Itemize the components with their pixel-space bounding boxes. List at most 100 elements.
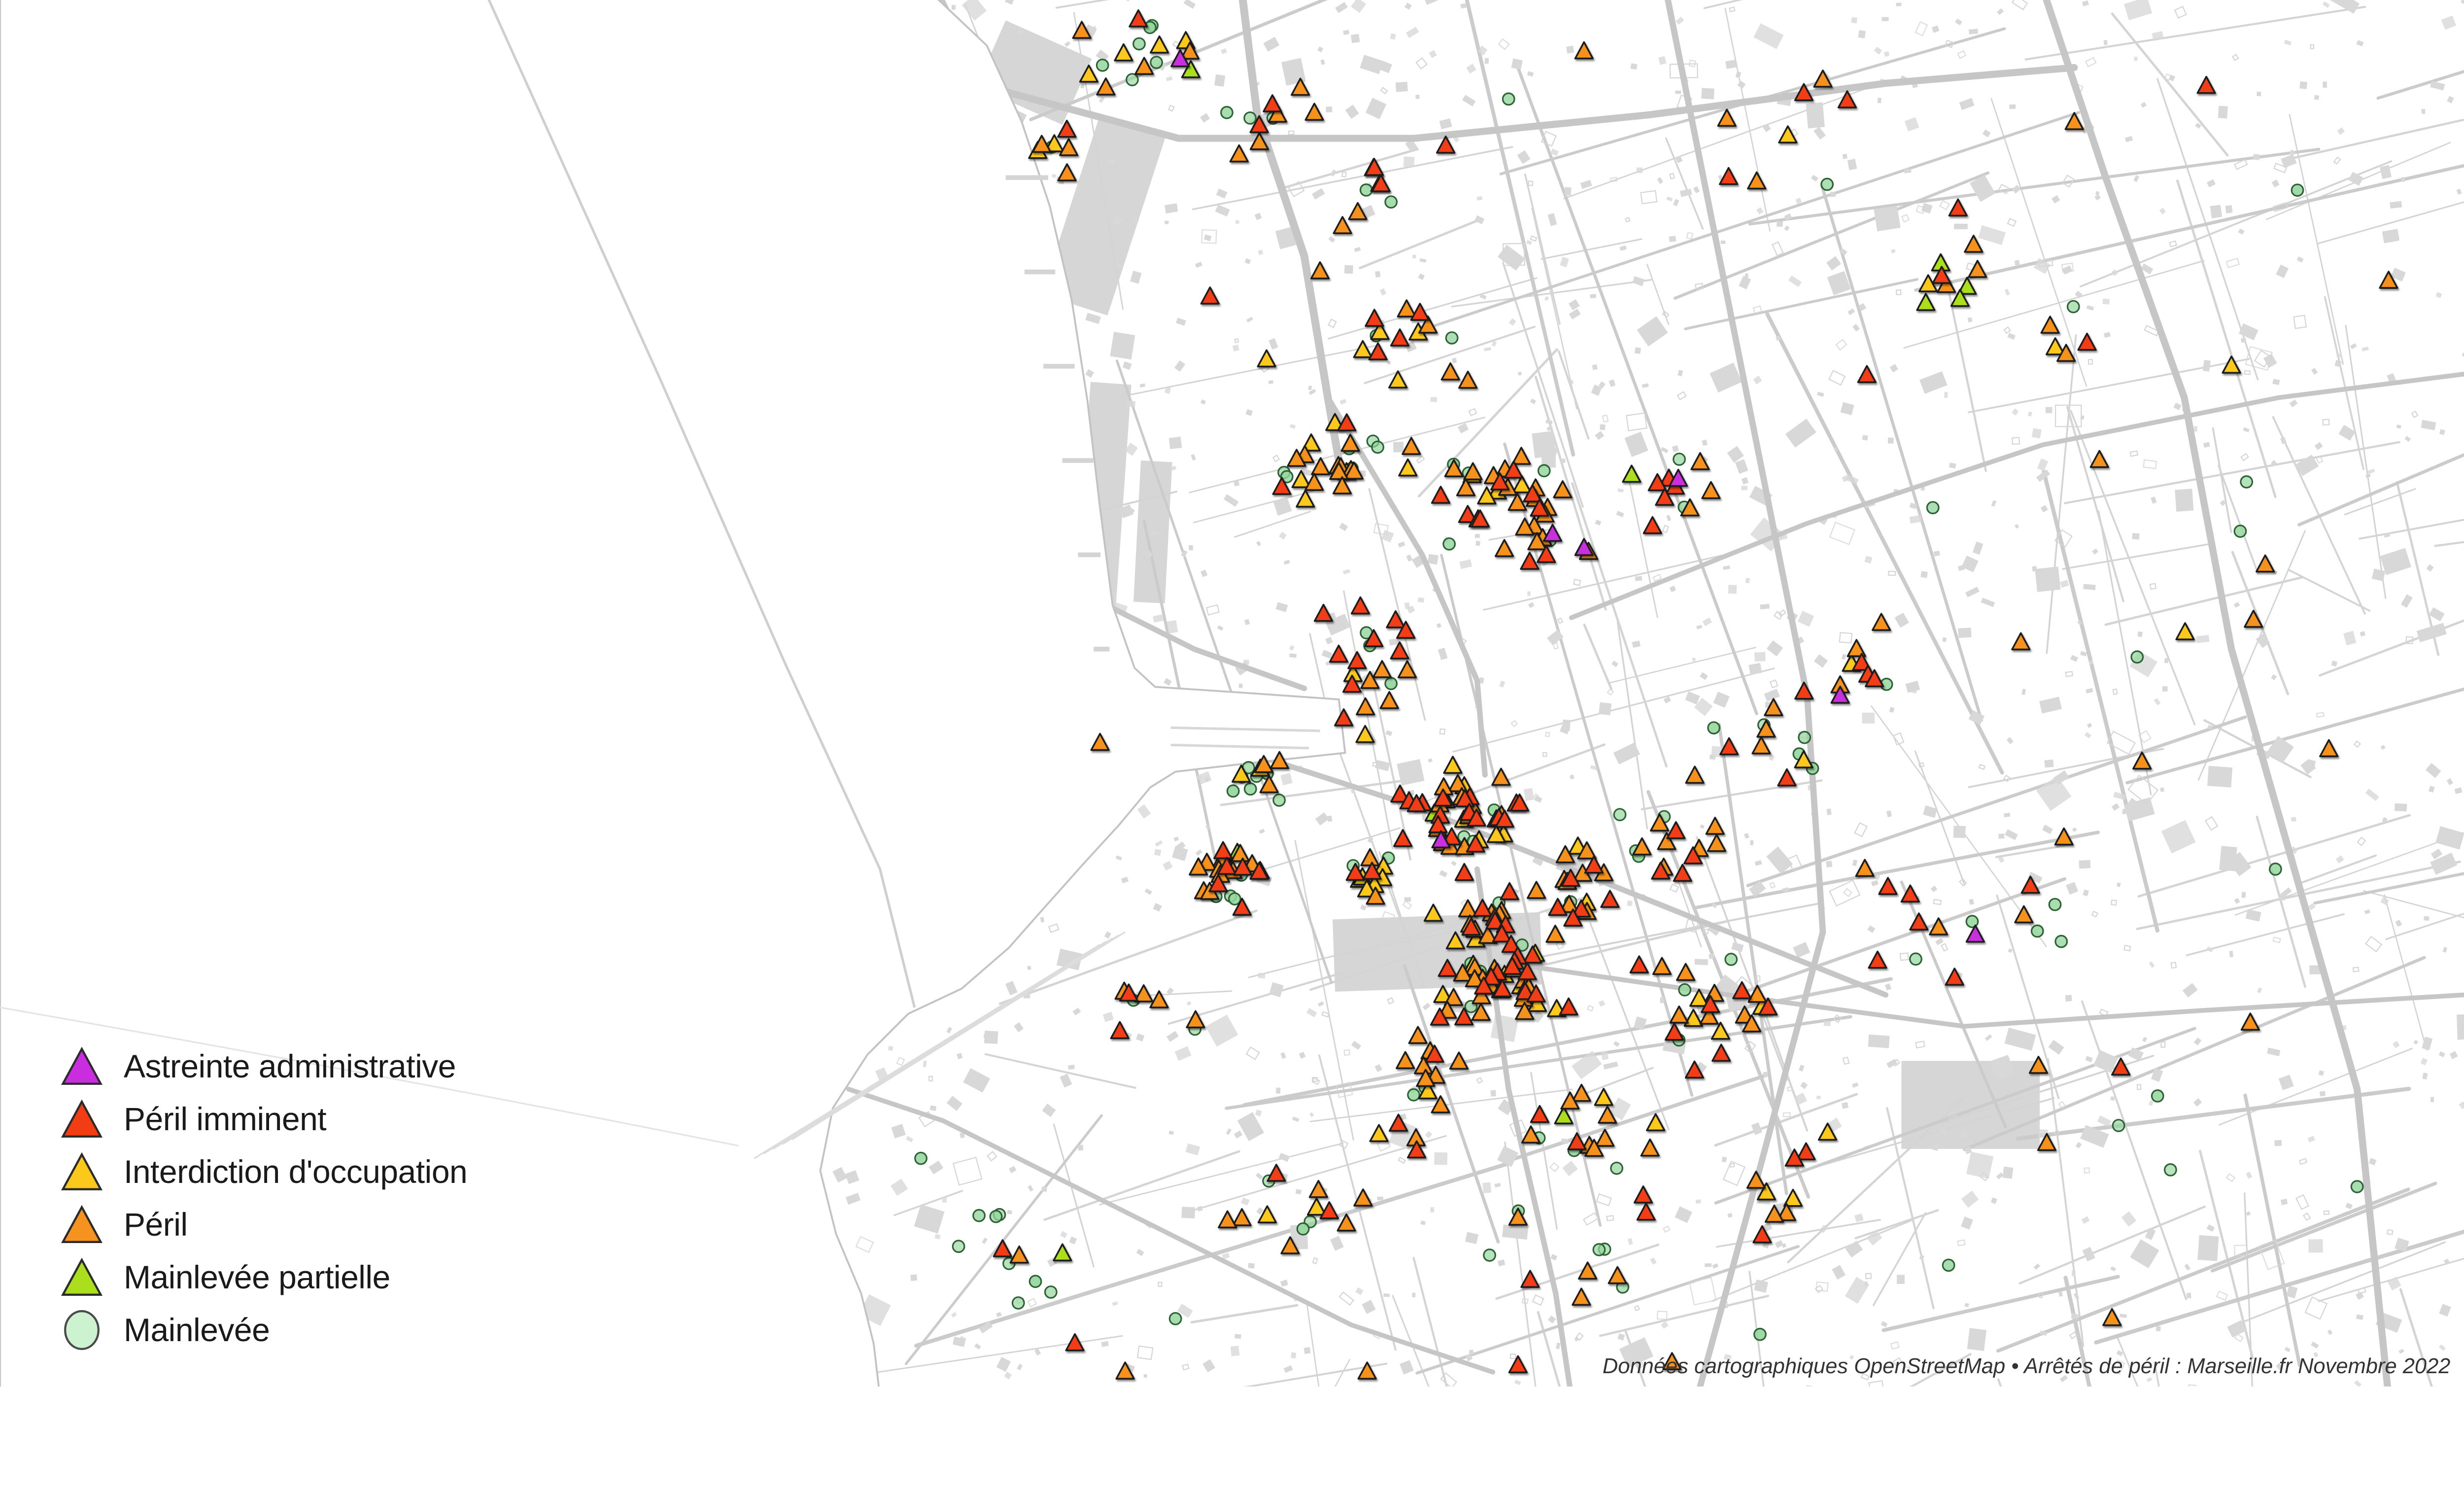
map-marker-partielle[interactable] (1622, 464, 1642, 483)
map-marker-peril[interactable] (1491, 767, 1511, 786)
map-marker-peril[interactable] (1929, 917, 1949, 936)
map-marker-peril[interactable] (1657, 832, 1677, 850)
map-marker-mainlevee[interactable] (914, 1151, 928, 1165)
map-marker-imminent[interactable] (1900, 884, 1920, 903)
map-marker-imminent[interactable] (1110, 1021, 1129, 1040)
map-marker-imminent[interactable] (1390, 328, 1410, 347)
map-marker-imminent[interactable] (1932, 266, 1951, 284)
map-marker-mainlevee[interactable] (1724, 953, 1738, 966)
map-marker-partielle[interactable] (1950, 288, 1970, 307)
map-marker-peril[interactable] (1269, 751, 1289, 769)
map-marker-peril[interactable] (1578, 1261, 1598, 1280)
map-marker-imminent[interactable] (1571, 899, 1591, 918)
map-marker-peril[interactable] (1032, 135, 1052, 153)
map-marker-imminent[interactable] (1233, 857, 1253, 876)
map-marker-imminent[interactable] (1232, 898, 1252, 916)
map-marker-interdiction[interactable] (1486, 825, 1506, 843)
map-marker-imminent[interactable] (1364, 629, 1384, 647)
map-marker-peril[interactable] (1458, 371, 1478, 389)
map-marker-peril[interactable] (2011, 632, 2031, 651)
map-marker-peril[interactable] (1521, 1125, 1541, 1143)
map-marker-peril[interactable] (1431, 1095, 1450, 1113)
map-marker-imminent[interactable] (1454, 1007, 1474, 1026)
map-marker-peril[interactable] (1134, 57, 1154, 75)
map-marker-peril[interactable] (1456, 478, 1476, 496)
map-marker-interdiction[interactable] (1783, 1188, 1803, 1207)
map-marker-mainlevee[interactable] (2054, 935, 2068, 948)
map-marker-peril[interactable] (1332, 476, 1352, 495)
map-marker-interdiction[interactable] (1646, 1113, 1666, 1132)
map-marker-astreinte[interactable] (1830, 686, 1850, 704)
map-marker-peril[interactable] (1254, 755, 1274, 773)
map-marker-astreinte[interactable] (1574, 538, 1594, 556)
map-marker-peril[interactable] (2319, 739, 2339, 758)
map-marker-interdiction[interactable] (1817, 1122, 1838, 1141)
map-marker-imminent[interactable] (1329, 644, 1349, 663)
map-marker-imminent[interactable] (1758, 997, 1778, 1016)
map-marker-peril[interactable] (2014, 905, 2034, 924)
map-marker-imminent[interactable] (1526, 984, 1546, 1003)
map-marker-imminent[interactable] (1249, 115, 1269, 134)
map-marker-peril[interactable] (1640, 1138, 1660, 1157)
map-marker-peril[interactable] (2040, 315, 2060, 334)
map-marker-mainlevee[interactable] (1753, 1327, 1767, 1341)
map-marker-peril[interactable] (1560, 1091, 1580, 1110)
map-marker-imminent[interactable] (1684, 1060, 1705, 1079)
map-marker-imminent[interactable] (1208, 874, 1228, 893)
map-marker-imminent[interactable] (1365, 309, 1384, 327)
map-marker-interdiction[interactable] (1418, 1081, 1437, 1100)
map-marker-peril[interactable] (1397, 660, 1417, 679)
map-marker-mainlevee[interactable] (1707, 721, 1721, 735)
map-marker-peril[interactable] (1495, 539, 1514, 557)
map-marker-peril[interactable] (1448, 774, 1468, 792)
map-marker-peril[interactable] (1964, 235, 1984, 253)
map-marker-peril[interactable] (1751, 736, 1771, 755)
map-marker-imminent[interactable] (1857, 365, 1877, 383)
map-marker-interdiction[interactable] (1150, 35, 1169, 54)
map-marker-peril[interactable] (1650, 813, 1670, 832)
map-marker-mainlevee[interactable] (2066, 300, 2080, 313)
map-marker-imminent[interactable] (1523, 484, 1542, 503)
map-marker-peril[interactable] (1440, 362, 1460, 381)
map-marker-imminent[interactable] (1508, 1355, 1528, 1374)
map-marker-mainlevee[interactable] (2240, 475, 2254, 489)
map-marker-mainlevee[interactable] (1820, 177, 1834, 191)
map-marker-imminent[interactable] (1213, 841, 1233, 860)
map-marker-imminent[interactable] (1350, 596, 1370, 615)
map-marker-peril[interactable] (2089, 450, 2109, 468)
map-marker-imminent[interactable] (1561, 868, 1580, 887)
map-marker-peril[interactable] (1968, 260, 1987, 278)
map-marker-imminent[interactable] (1266, 1164, 1286, 1182)
map-marker-peril[interactable] (1577, 841, 1597, 860)
map-marker-imminent[interactable] (1342, 674, 1362, 693)
map-marker-peril[interactable] (1937, 275, 1956, 293)
map-marker-interdiction[interactable] (1711, 1021, 1731, 1040)
map-marker-peril[interactable] (1379, 691, 1399, 709)
map-marker-imminent[interactable] (1428, 815, 1448, 833)
map-marker-imminent[interactable] (1368, 342, 1388, 361)
map-marker-mainlevee[interactable] (1445, 331, 1459, 345)
map-marker-peril[interactable] (1357, 1361, 1377, 1380)
map-marker-imminent[interactable] (1945, 968, 1964, 986)
map-marker-peril[interactable] (1186, 1010, 1205, 1029)
map-marker-imminent[interactable] (1390, 641, 1409, 659)
map-marker-imminent[interactable] (1520, 552, 1540, 570)
map-marker-peril[interactable] (1676, 963, 1696, 981)
map-marker-imminent[interactable] (1467, 808, 1486, 827)
map-marker-peril[interactable] (1009, 1245, 1029, 1264)
map-marker-peril[interactable] (2240, 1012, 2260, 1031)
map-marker-interdiction[interactable] (1306, 1197, 1327, 1216)
map-marker-imminent[interactable] (2111, 1057, 2131, 1076)
map-marker-peril[interactable] (1218, 1210, 1237, 1229)
map-marker-mainlevee[interactable] (1220, 105, 1233, 119)
map-marker-interdiction[interactable] (1370, 321, 1390, 340)
map-marker-peril[interactable] (1662, 1352, 1682, 1370)
map-marker-partielle[interactable] (1053, 1243, 1072, 1262)
map-marker-peril[interactable] (1072, 21, 1092, 39)
map-marker-interdiction[interactable] (1357, 879, 1377, 898)
map-marker-peril[interactable] (2379, 271, 2398, 289)
map-marker-imminent[interactable] (1948, 198, 1968, 217)
map-marker-imminent[interactable] (1454, 863, 1474, 881)
map-marker-peril[interactable] (1267, 104, 1288, 123)
map-marker-interdiction[interactable] (1291, 470, 1311, 488)
